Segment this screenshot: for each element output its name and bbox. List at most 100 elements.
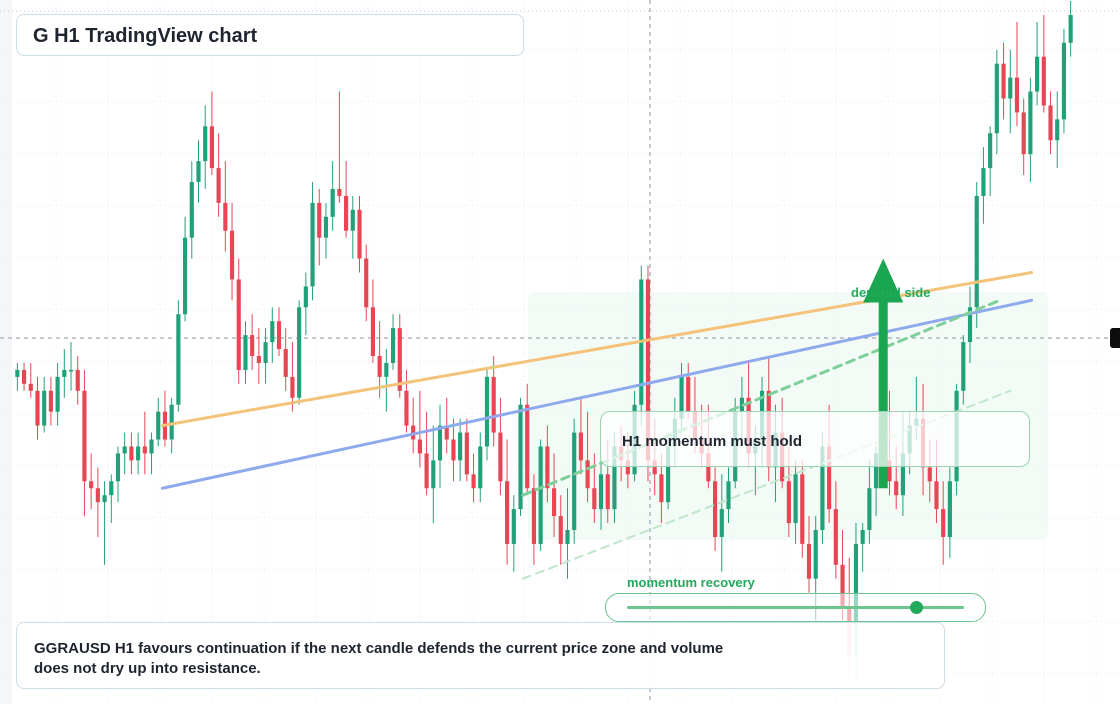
candle-body [988,133,993,169]
candle [518,397,523,517]
slider-knob[interactable] [910,601,924,614]
candle-body [947,481,952,537]
candle [1068,1,1073,57]
momentum-callout: H1 momentum must hold [600,411,1030,467]
candle-body [813,530,818,579]
candle [263,328,268,384]
candle [350,195,355,259]
candle-body [572,432,577,530]
candle-body [719,509,724,537]
candle [209,91,214,176]
candle-body [706,453,711,482]
candle-body [666,446,671,503]
candle [384,349,389,412]
candle [129,432,134,475]
candle-body [209,126,214,169]
candle [578,397,583,475]
candle-body [431,460,436,489]
candle-body [598,474,604,510]
candle [806,516,812,593]
candle [598,460,604,530]
candle [471,453,476,503]
candle [860,523,865,572]
candle-body [645,279,651,461]
candle-body [68,369,74,372]
candle-body [974,195,979,308]
candle-body [538,446,543,544]
candle [203,105,208,189]
candle-body [793,474,798,524]
candle-body [558,516,563,544]
callout-text: H1 momentum must hold [622,433,803,450]
candle [1035,21,1040,106]
candle-body [115,453,121,482]
demand-side-label: demand side [851,285,931,300]
candle-body [109,481,114,496]
candle-body [652,460,657,475]
candle [89,453,94,510]
candle [223,161,228,252]
candle [149,432,154,475]
candle-body [994,63,999,134]
candle-body [176,314,181,405]
candle [431,425,436,524]
candle-body [867,488,872,530]
candle-body [149,439,154,454]
candle-body [887,460,892,482]
candle-body [518,404,523,510]
candle-body [229,230,235,280]
candle [102,481,107,565]
candle [55,362,60,426]
candle-body [75,369,80,391]
candle [545,425,550,503]
candle-body [820,446,825,530]
candle-body [967,307,973,343]
candle [1008,49,1013,134]
candle-body [270,321,275,343]
candle [451,418,456,482]
candle [42,376,47,433]
candle-body [28,383,33,391]
momentum-slider[interactable] [605,593,986,622]
candle-body [686,376,691,412]
candle [169,397,174,454]
candle [35,376,40,440]
candle [216,133,221,217]
candle-body [511,509,516,544]
candle-body [1021,112,1026,155]
candle [565,488,570,579]
candle-body [625,460,630,475]
candle-body [203,126,208,162]
candle [464,418,469,482]
candle [800,460,805,558]
candle [136,432,141,475]
candle [941,481,946,565]
candle-body [1008,77,1013,99]
candle-body [196,161,201,182]
candle-body [551,488,557,517]
candle-body [62,369,67,377]
candle-body [484,376,490,447]
candle-body [370,307,376,356]
candle-body [82,390,87,482]
candle [21,362,27,391]
candle [122,432,127,475]
candle-body [565,530,570,544]
candle [538,439,543,551]
candle-body [679,376,684,419]
candle-body [800,474,805,544]
candle [525,383,530,496]
candle [491,356,496,447]
candle-body [15,369,20,377]
candle [981,147,986,224]
candle-body [1035,56,1040,92]
candle-body [934,481,939,510]
candle-body [585,460,590,489]
candle-body [263,342,268,363]
candle [250,314,255,370]
candle [458,418,463,482]
candle-body [216,168,221,203]
candle-body [317,202,322,238]
candle-body [1068,14,1073,43]
candle [377,321,382,398]
